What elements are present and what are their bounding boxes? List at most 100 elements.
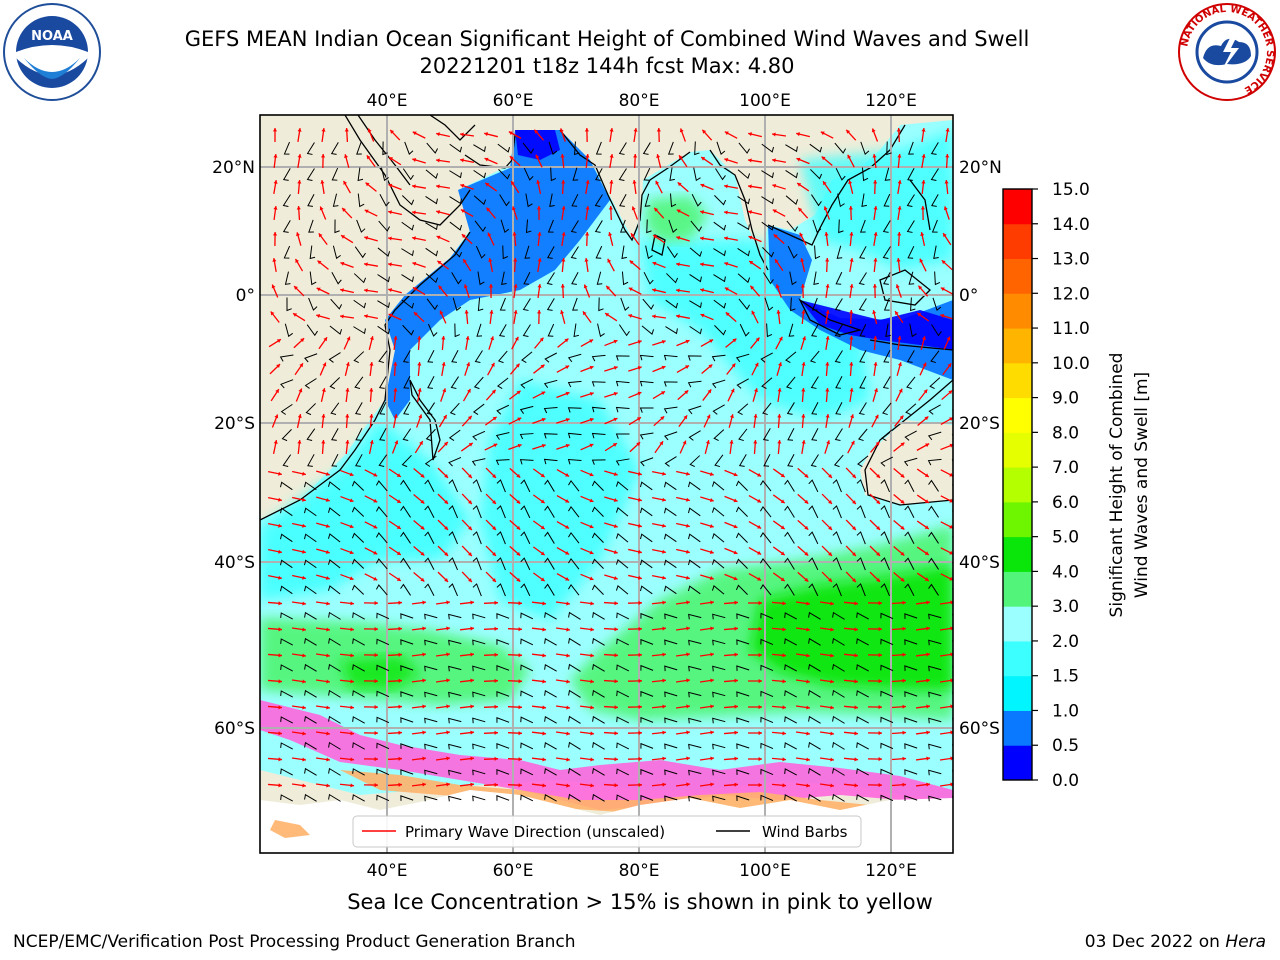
wind-barb [640, 638, 654, 645]
wind-barb [738, 428, 748, 442]
wind-barb [448, 665, 462, 672]
wave-direction-arrowhead [566, 679, 570, 684]
wave-direction-arrowhead [686, 626, 690, 631]
wind-barb [713, 248, 726, 257]
wind-barb [832, 531, 842, 545]
wave-direction-arrowhead [300, 338, 305, 343]
wind-barb [331, 453, 339, 467]
wind-barb [784, 716, 797, 724]
wave-direction-arrowhead [492, 474, 496, 478]
wave-direction-arrowhead [302, 731, 306, 736]
wave-direction-arrowhead [940, 287, 945, 292]
wind-barb [664, 507, 677, 517]
wave-direction-arrowhead [801, 414, 806, 418]
wave-direction-arrowhead [613, 472, 618, 477]
wave-direction-arrowhead [484, 132, 489, 137]
wave-direction-arrowhead [710, 600, 714, 605]
wind-barb [761, 221, 775, 231]
wind-barb [687, 355, 702, 361]
wave-direction-arrowhead [516, 577, 521, 582]
wind-barb [688, 665, 702, 672]
wave-direction-arrowhead [821, 156, 826, 161]
wave-direction-arrowhead [662, 626, 666, 631]
wave-direction-arrowhead [398, 678, 402, 683]
wave-direction-arrowhead [849, 336, 854, 340]
wind-barb [784, 479, 795, 492]
wave-direction-arrowhead [724, 287, 729, 292]
wave-direction-arrowhead [782, 627, 786, 632]
wind-barb [857, 455, 869, 468]
wind-barb [280, 690, 293, 698]
wave-direction-arrowhead [724, 131, 729, 136]
wind-barb [688, 769, 702, 776]
wave-direction-arrowhead [398, 652, 402, 657]
wind-barb [904, 430, 917, 441]
wave-direction-arrowhead [636, 417, 641, 421]
wind-barb [664, 613, 678, 620]
colorbar-tick-label: 2.0 [1052, 632, 1079, 652]
wind-barb [454, 323, 460, 338]
left-lat-label-20s: 20°S [214, 414, 255, 434]
wave-direction-arrowhead [276, 364, 281, 369]
wind-barb [474, 350, 483, 363]
wave-direction-arrowhead [446, 730, 450, 735]
wind-barb [544, 637, 557, 646]
wave-direction-arrowhead [542, 757, 546, 762]
wave-direction-arrowhead [325, 575, 330, 580]
wind-barb [687, 585, 701, 595]
wave-direction-arrowhead [398, 600, 402, 605]
wind-barb [400, 583, 411, 596]
wind-barb [689, 300, 702, 309]
colorbar-segment [1003, 362, 1032, 399]
wind-barb [784, 531, 795, 544]
wind-barb [760, 742, 774, 750]
wind-barb [933, 245, 939, 260]
wind-barb [334, 219, 340, 234]
wind-barb [280, 716, 293, 724]
wind-barb [834, 324, 843, 337]
wind-barb [886, 141, 892, 156]
wave-band-4-0 [750, 565, 953, 690]
wind-barb [449, 221, 463, 231]
wind-barb [880, 664, 894, 672]
wind-barb [713, 221, 727, 231]
wind-barb [687, 481, 701, 491]
wave-direction-arrowhead [343, 180, 348, 185]
wave-direction-arrowhead [702, 129, 707, 134]
wave-direction-arrowhead [396, 525, 401, 529]
wave-direction-arrowhead [638, 497, 642, 502]
wind-barb [904, 769, 918, 775]
wave-direction-arrowhead [799, 232, 804, 237]
wind-barb [328, 352, 341, 363]
wind-barb [856, 690, 869, 698]
wave-direction-arrowhead [925, 443, 930, 448]
wind-barb [501, 271, 507, 285]
wind-barb [572, 167, 579, 181]
wind-barb [690, 220, 703, 232]
wave-direction-arrowhead [902, 678, 906, 683]
wind-barb [787, 245, 798, 259]
wave-direction-arrowhead [349, 524, 354, 529]
colorbar-segment [1003, 606, 1032, 642]
wave-direction-arrowhead [422, 782, 426, 787]
wind-barb [401, 454, 412, 468]
wave-direction-arrowhead [753, 388, 758, 393]
wave-direction-arrowhead [709, 472, 714, 476]
wave-direction-arrowhead [782, 601, 786, 606]
wind-barb [307, 194, 315, 207]
wave-direction-arrowhead [278, 575, 282, 580]
wind-barb [568, 715, 581, 724]
wind-barb [737, 196, 750, 205]
top-lon-label-40e: 40°E [367, 91, 408, 111]
wave-direction-arrowhead [830, 757, 834, 762]
wind-barb [377, 325, 390, 335]
wave-direction-arrowhead [369, 414, 374, 418]
colorbar-segment [1003, 745, 1032, 781]
wind-barb [448, 639, 462, 646]
wind-barb [646, 219, 652, 234]
wave-direction-arrowhead [367, 128, 372, 133]
wave-direction-arrowhead [606, 285, 611, 290]
wave-direction-arrowhead [298, 388, 303, 393]
wind-barb [378, 454, 388, 467]
wind-barb [448, 583, 459, 597]
